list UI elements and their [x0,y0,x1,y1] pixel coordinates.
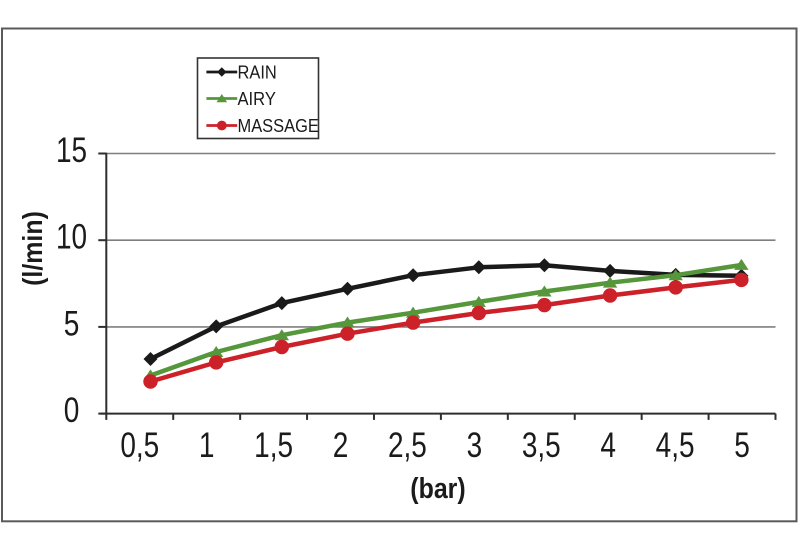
svg-text:3: 3 [467,426,483,465]
svg-text:5: 5 [734,426,750,465]
svg-text:5: 5 [64,304,80,343]
svg-text:2: 2 [333,426,349,465]
svg-text:(bar): (bar) [410,473,465,505]
svg-text:(l/min): (l/min) [17,211,48,286]
svg-text:3,5: 3,5 [522,426,561,465]
svg-text:RAIN: RAIN [238,61,277,82]
svg-text:AIRY: AIRY [238,88,276,109]
svg-text:MASSAGE: MASSAGE [238,115,319,136]
svg-text:4: 4 [600,426,616,465]
svg-text:0,5: 0,5 [120,426,159,465]
svg-text:4,5: 4,5 [656,426,695,465]
svg-text:10: 10 [56,218,87,257]
svg-text:0: 0 [64,391,80,430]
svg-text:2,5: 2,5 [388,426,427,465]
svg-text:1,5: 1,5 [254,426,293,465]
svg-text:15: 15 [56,131,87,170]
svg-text:1: 1 [199,426,215,465]
